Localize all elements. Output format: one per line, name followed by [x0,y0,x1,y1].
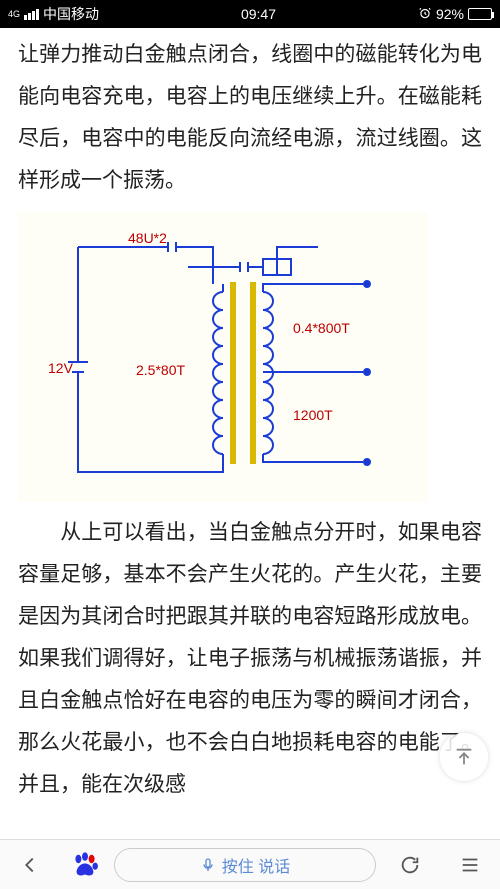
carrier-label: 中国移动 [43,4,99,24]
paragraph-1: 让弹力推动白金触点闭合，线圈中的磁能转化为电能向电容充电，电容上的电压继续上升。… [18,34,482,202]
circuit-diagram: 48U*2 12V 2.5*80T 0.4*800T 1200T [18,212,428,502]
status-right: 92% [418,6,492,23]
diagram-label-caps: 48U*2 [128,230,167,246]
baidu-paw-icon [70,850,100,880]
battery-icon [468,8,492,20]
microphone-icon [200,855,216,875]
status-left: 4G 中国移动 [8,4,99,24]
alarm-icon [418,6,432,23]
network-type: 4G [8,10,20,19]
voice-search-button[interactable]: 按住 说话 [114,848,376,882]
voice-search-label: 按住 说话 [222,853,290,877]
status-bar: 4G 中国移动 09:47 92% [0,0,500,28]
diagram-label-sec1: 0.4*800T [293,320,350,336]
refresh-button[interactable] [380,840,440,889]
diagram-label-vin: 12V [48,360,73,376]
paragraph-2: 从上可以看出，当白金触点分开时，如果电容容量足够，基本不会产生火花的。产生火花，… [18,512,482,806]
signal-icon [24,9,39,20]
status-time: 09:47 [99,6,418,22]
scroll-to-top-button[interactable] [440,733,488,781]
menu-button[interactable] [440,840,500,889]
bottom-toolbar: 按住 说话 [0,839,500,889]
back-button[interactable] [0,840,60,889]
diagram-label-primary: 2.5*80T [136,362,185,378]
battery-percent: 92% [436,6,464,22]
baidu-home-button[interactable] [60,840,110,889]
diagram-label-sec2: 1200T [293,407,333,423]
article-content[interactable]: 让弹力推动白金触点闭合，线圈中的磁能转化为电能向电容充电，电容上的电压继续上升。… [0,28,500,839]
